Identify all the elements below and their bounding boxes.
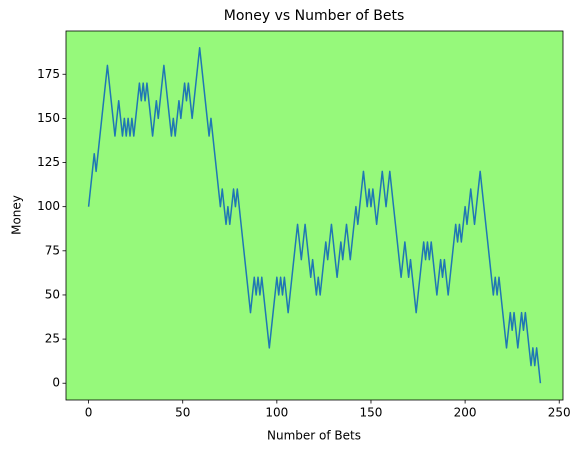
x-tick-label: 50 [175, 406, 190, 420]
plot-area [66, 31, 563, 400]
x-tick-label: 0 [85, 406, 93, 420]
x-tick-label: 200 [454, 406, 477, 420]
y-tick-label: 0 [52, 376, 60, 390]
x-tick-label: 250 [548, 406, 571, 420]
x-tick-label: 100 [265, 406, 288, 420]
y-tick-label: 75 [45, 243, 60, 257]
y-tick-label: 125 [37, 155, 60, 169]
plot-frame [65, 30, 564, 401]
y-tick-label: 150 [37, 111, 60, 125]
line-series [87, 47, 542, 384]
x-tick-label: 150 [360, 406, 383, 420]
chart-title: Money vs Number of Bets [224, 8, 405, 24]
y-tick-label: 25 [45, 332, 60, 346]
y-tick-label: 100 [37, 199, 60, 213]
y-tick-label: 175 [37, 67, 60, 81]
y-axis-label: Money [10, 195, 24, 235]
y-tick-label: 50 [45, 287, 60, 301]
x-axis-label: Number of Bets [267, 429, 361, 443]
